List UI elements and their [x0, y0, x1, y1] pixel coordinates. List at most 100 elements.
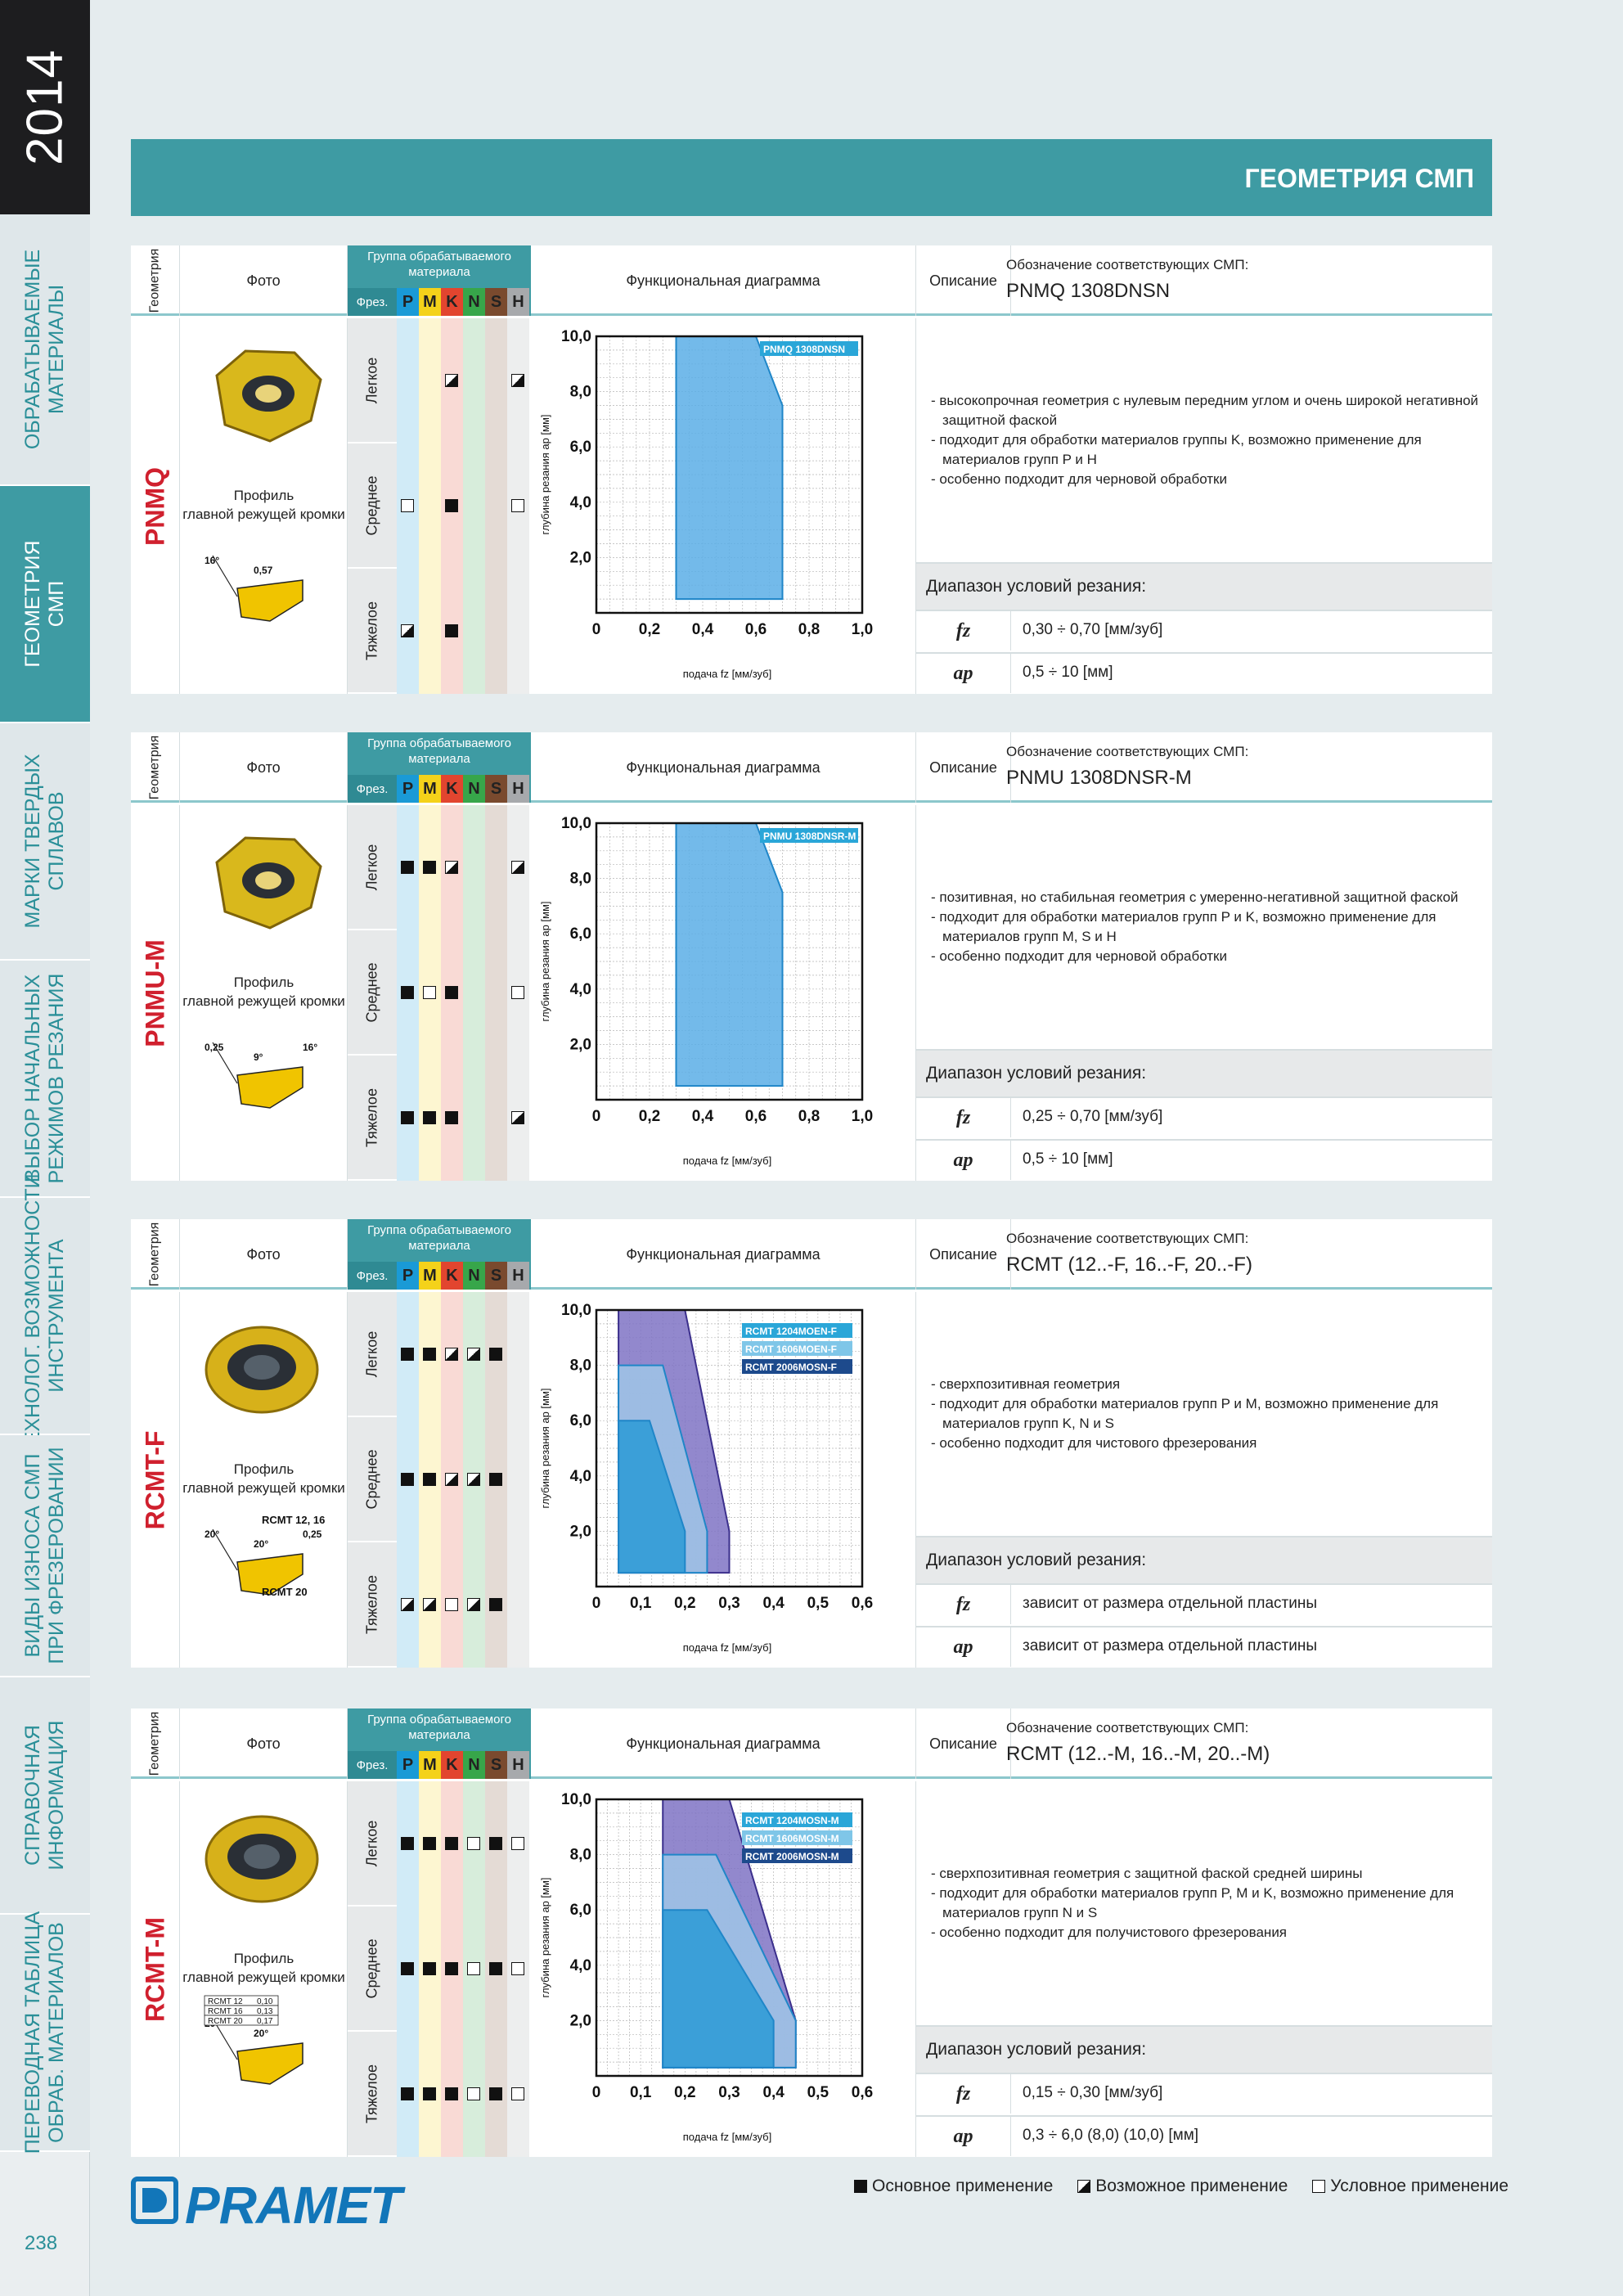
description-item: сверхпозитивная геометрия с защитной фас…: [928, 1864, 1484, 1884]
y-tick-label: 8,0: [570, 1357, 591, 1375]
inserts-label: Обозначение соответствующих СМП:: [1006, 744, 1249, 759]
x-tick-label: 0: [592, 621, 601, 638]
insert-photo: 0,25 9° 16°: [205, 836, 322, 1109]
sidebar-tab-cutting-conditions[interactable]: ВЫБОР НАЧАЛЬНЫХ РЕЖИМОВ РЕЗАНИЯ: [0, 961, 90, 1198]
operation-row-label: Среднее: [348, 930, 397, 1056]
part-application-icon: [467, 1598, 480, 1611]
full-application-icon: [489, 2087, 502, 2100]
description-list: позитивная, но стабильная геометрия с ум…: [928, 888, 1484, 966]
material-h-column: [507, 1292, 529, 1668]
legend-main: Основное применение: [854, 2177, 1053, 2196]
fz-value: 0,25 ÷ 0,70 [мм/зуб]: [1023, 1108, 1163, 1125]
photo-header: Фото: [180, 732, 348, 803]
full-application-icon: [445, 624, 458, 637]
plot-frame: [595, 1308, 864, 1588]
photo-header: Фото: [180, 1708, 348, 1779]
geometry-block: Геометрия Фото Группа обрабатываемого мате…: [131, 732, 1492, 1181]
sidebar-tab-materials[interactable]: ОБРАБАТЫВАЕМЫЕ МАТЕРИАЛЫ: [0, 214, 90, 486]
profile-dimension: 16°: [303, 1042, 317, 1053]
full-application-icon: [489, 1962, 502, 1975]
description-list: сверхпозитивная геометрия с защитной фас…: [928, 1864, 1484, 1943]
fz-symbol: fz: [916, 611, 1011, 651]
part-application-icon: [467, 1348, 480, 1361]
part-application-icon: [511, 374, 524, 387]
empty-square-icon: [1312, 2180, 1326, 2193]
sidebar-tab-reference[interactable]: СПРАВОЧНАЯ ИНФОРМАЦИЯ: [0, 1677, 90, 1915]
material-k-header: K: [441, 288, 463, 316]
geometry-header: Геометрия: [131, 732, 180, 803]
material-n-column: [463, 318, 485, 694]
x-tick-label: 1,0: [852, 621, 873, 638]
operation-row-label: Среднее: [348, 443, 397, 569]
material-group-header: Группа обрабатываемого материала Фрез. P M K…: [348, 732, 531, 803]
geometry-block: Геометрия Фото Группа обрабатываемого мате…: [131, 245, 1492, 694]
full-application-icon: [401, 1473, 414, 1486]
x-tick-label: 0,4: [762, 1595, 785, 1612]
page-header: ГЕОМЕТРИЯ СМП: [131, 139, 1492, 216]
y-axis-label: глубина резания ap [мм]: [539, 901, 551, 1021]
function-diagram: 0 0,1 0,2 0,3 0,4 0,5 0,6 2,0 4,0 6,0 8,0 10,0 подач…: [531, 1781, 916, 2157]
x-tick-label: 0,8: [798, 1108, 820, 1125]
y-tick-label: 10,0: [561, 815, 591, 832]
description-header: Описание: [916, 1708, 1011, 1779]
inserts-designation: PNMQ 1308DNSN: [1006, 280, 1171, 302]
profile-dimension: 20°: [205, 1528, 219, 1540]
full-application-icon: [423, 861, 436, 874]
photo-cell: 16° 0,57 Профиль главной режущей кромки: [180, 318, 348, 694]
profile-dimension: 9°: [254, 1051, 263, 1063]
y-tick-label: 6,0: [570, 1902, 591, 1919]
diagram-header: Функциональная диаграмма: [531, 732, 916, 803]
range-row-ap: ap 0,3 ÷ 6,0 (8,0) (10,0) [мм]: [916, 2115, 1492, 2156]
year-badge: 2014: [0, 0, 90, 214]
y-axis-label: глубина резания ap [мм]: [539, 1388, 551, 1508]
x-tick-label: 0,2: [674, 1595, 695, 1612]
sidebar-tab-conversion-table[interactable]: ПЕРЕВОДНАЯ ТАБЛИЦА ОБРАБ. МАТЕРИАЛОВ: [0, 1911, 90, 2154]
range-row-fz: fz зависит от размера отдельной пластины: [916, 1583, 1492, 1624]
legend-conditional: Условное применение: [1312, 2177, 1508, 2196]
sidebar-tab-geometry[interactable]: ГЕОМЕТРИЯ СМП: [0, 486, 90, 723]
x-tick-label: 0,2: [639, 621, 660, 638]
sidebar-tab-tool-capabilities[interactable]: ТЕХНОЛОГ. ВОЗМОЖНОСТИ ИНСТРУМЕНТА: [0, 1173, 90, 1458]
page-title: ГЕОМЕТРИЯ СМП: [1244, 164, 1475, 193]
ap-value: 0,5 ÷ 10 [мм]: [1023, 1150, 1113, 1168]
part-application-icon: [511, 861, 524, 874]
x-tick-label: 0,5: [807, 2084, 829, 2101]
material-group-header: Группа обрабатываемого материала Фрез. P M K…: [348, 245, 531, 316]
description-cell: высокопрочная геометрия с нулевым передн…: [916, 318, 1492, 564]
full-application-icon: [423, 1837, 436, 1850]
block-header-row: Геометрия Фото Группа обрабатываемого мате…: [131, 732, 1492, 803]
chart-area-series: [675, 822, 784, 1087]
description-item: подходит для обработки материалов группы…: [928, 430, 1484, 470]
fz-value: 0,15 ÷ 0,30 [мм/зуб]: [1023, 2084, 1163, 2101]
description-list: высокопрочная геометрия с нулевым передн…: [928, 391, 1484, 489]
range-title: Диапазон условий резания:: [916, 2027, 1492, 2073]
geometry-name-cell: PNMU-M: [131, 805, 180, 1181]
x-tick-label: 0,6: [852, 2084, 873, 2101]
block-header-row: Геометрия Фото Группа обрабатываемого мате…: [131, 245, 1492, 316]
operation-row-label: Тяжелое: [348, 2032, 397, 2157]
material-n-header: N: [463, 1751, 485, 1779]
full-application-icon: [489, 1837, 502, 1850]
photo-header: Фото: [180, 245, 348, 316]
ap-symbol: ap: [916, 1627, 1011, 1667]
profile-insert-label: RCMT 20: [262, 1586, 308, 1598]
y-tick-label: 10,0: [561, 1791, 591, 1808]
function-diagram: 0 0,1 0,2 0,3 0,4 0,5 0,6 2,0 4,0 6,0 8,0 10,0 подач…: [531, 1292, 916, 1668]
milling-label: Фрез.: [348, 1751, 397, 1779]
material-s-header: S: [485, 1751, 507, 1779]
full-application-icon: [445, 986, 458, 999]
x-tick-label: 0,1: [630, 1595, 652, 1612]
part-application-icon: [467, 1473, 480, 1486]
x-tick-label: 0,6: [852, 1595, 873, 1612]
cutting-range: Диапазон условий резания: fz 0,25 ÷ 0,70 […: [916, 1051, 1492, 1181]
cutting-range: Диапазон условий резания: fz 0,30 ÷ 0,70 […: [916, 564, 1492, 694]
sidebar-tab-wear[interactable]: ВИДЫ ИЗНОСА СМП ПРИ ФРЕЗЕРОВАНИИ: [0, 1435, 90, 1677]
sidebar-tab-grades[interactable]: МАРКИ ТВЕРДЫХ СПЛАВОВ: [0, 723, 90, 961]
geometry-name-cell: RCMT-M: [131, 1781, 180, 2157]
part-application-icon: [445, 861, 458, 874]
insert-photo: 20° 20° 0,25 RCMT 12, 16 RCMT 20: [205, 1326, 325, 1598]
geometry-name: RCMT-F: [140, 1430, 170, 1529]
milling-label: Фрез.: [348, 775, 397, 803]
y-tick-label: 4,0: [570, 1957, 591, 1974]
